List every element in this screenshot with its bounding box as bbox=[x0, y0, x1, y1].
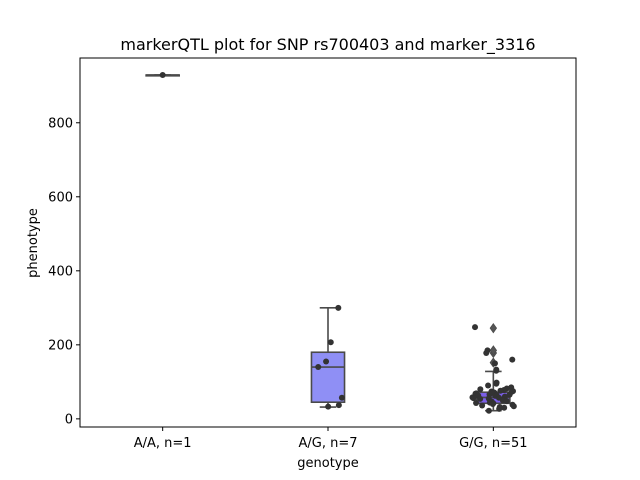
y-tick-label: 600 bbox=[48, 190, 73, 205]
x-axis-label: genotype bbox=[297, 456, 358, 471]
data-point bbox=[506, 391, 513, 398]
data-point bbox=[472, 324, 479, 331]
data-point bbox=[335, 402, 342, 409]
data-point bbox=[159, 72, 166, 79]
data-point bbox=[509, 356, 516, 363]
y-axis-label: phenotype bbox=[26, 208, 41, 278]
x-tick-label: A/G, n=7 bbox=[298, 436, 357, 451]
x-axis: A/A, n=1 A/G, n=7 G/G, n=51 bbox=[134, 427, 528, 451]
data-point bbox=[503, 398, 510, 405]
data-point bbox=[327, 339, 334, 346]
data-point bbox=[325, 403, 332, 410]
y-axis: 0 200 400 600 800 bbox=[48, 116, 80, 427]
outlier-marker bbox=[489, 345, 498, 356]
data-point bbox=[491, 360, 498, 367]
data-point bbox=[477, 395, 484, 402]
y-tick-label: 0 bbox=[65, 412, 73, 427]
box-1 bbox=[310, 307, 346, 408]
y-tick-label: 200 bbox=[48, 338, 73, 353]
data-point bbox=[477, 386, 484, 393]
data-point bbox=[323, 358, 330, 365]
data-point bbox=[479, 402, 486, 409]
data-point bbox=[493, 380, 500, 387]
y-tick-label: 400 bbox=[48, 264, 73, 279]
data-point bbox=[473, 399, 480, 406]
data-point bbox=[485, 407, 492, 414]
data-point bbox=[496, 405, 503, 412]
data-point bbox=[470, 395, 477, 402]
chart-title: markerQTL plot for SNP rs700403 and mark… bbox=[120, 35, 535, 55]
data-point bbox=[489, 401, 496, 408]
data-point bbox=[485, 382, 492, 389]
data-point bbox=[493, 367, 500, 374]
y-tick-label: 800 bbox=[48, 116, 73, 131]
data-point bbox=[501, 404, 508, 411]
data-point bbox=[335, 304, 342, 311]
data-point bbox=[315, 364, 322, 371]
data-point bbox=[483, 349, 490, 356]
data-point bbox=[338, 394, 345, 401]
data-point bbox=[497, 387, 504, 394]
outlier-marker bbox=[489, 322, 498, 334]
x-tick-label: G/G, n=51 bbox=[459, 436, 527, 451]
data-point bbox=[510, 403, 517, 410]
plot-area bbox=[145, 72, 517, 414]
x-tick-label: A/A, n=1 bbox=[134, 436, 192, 451]
